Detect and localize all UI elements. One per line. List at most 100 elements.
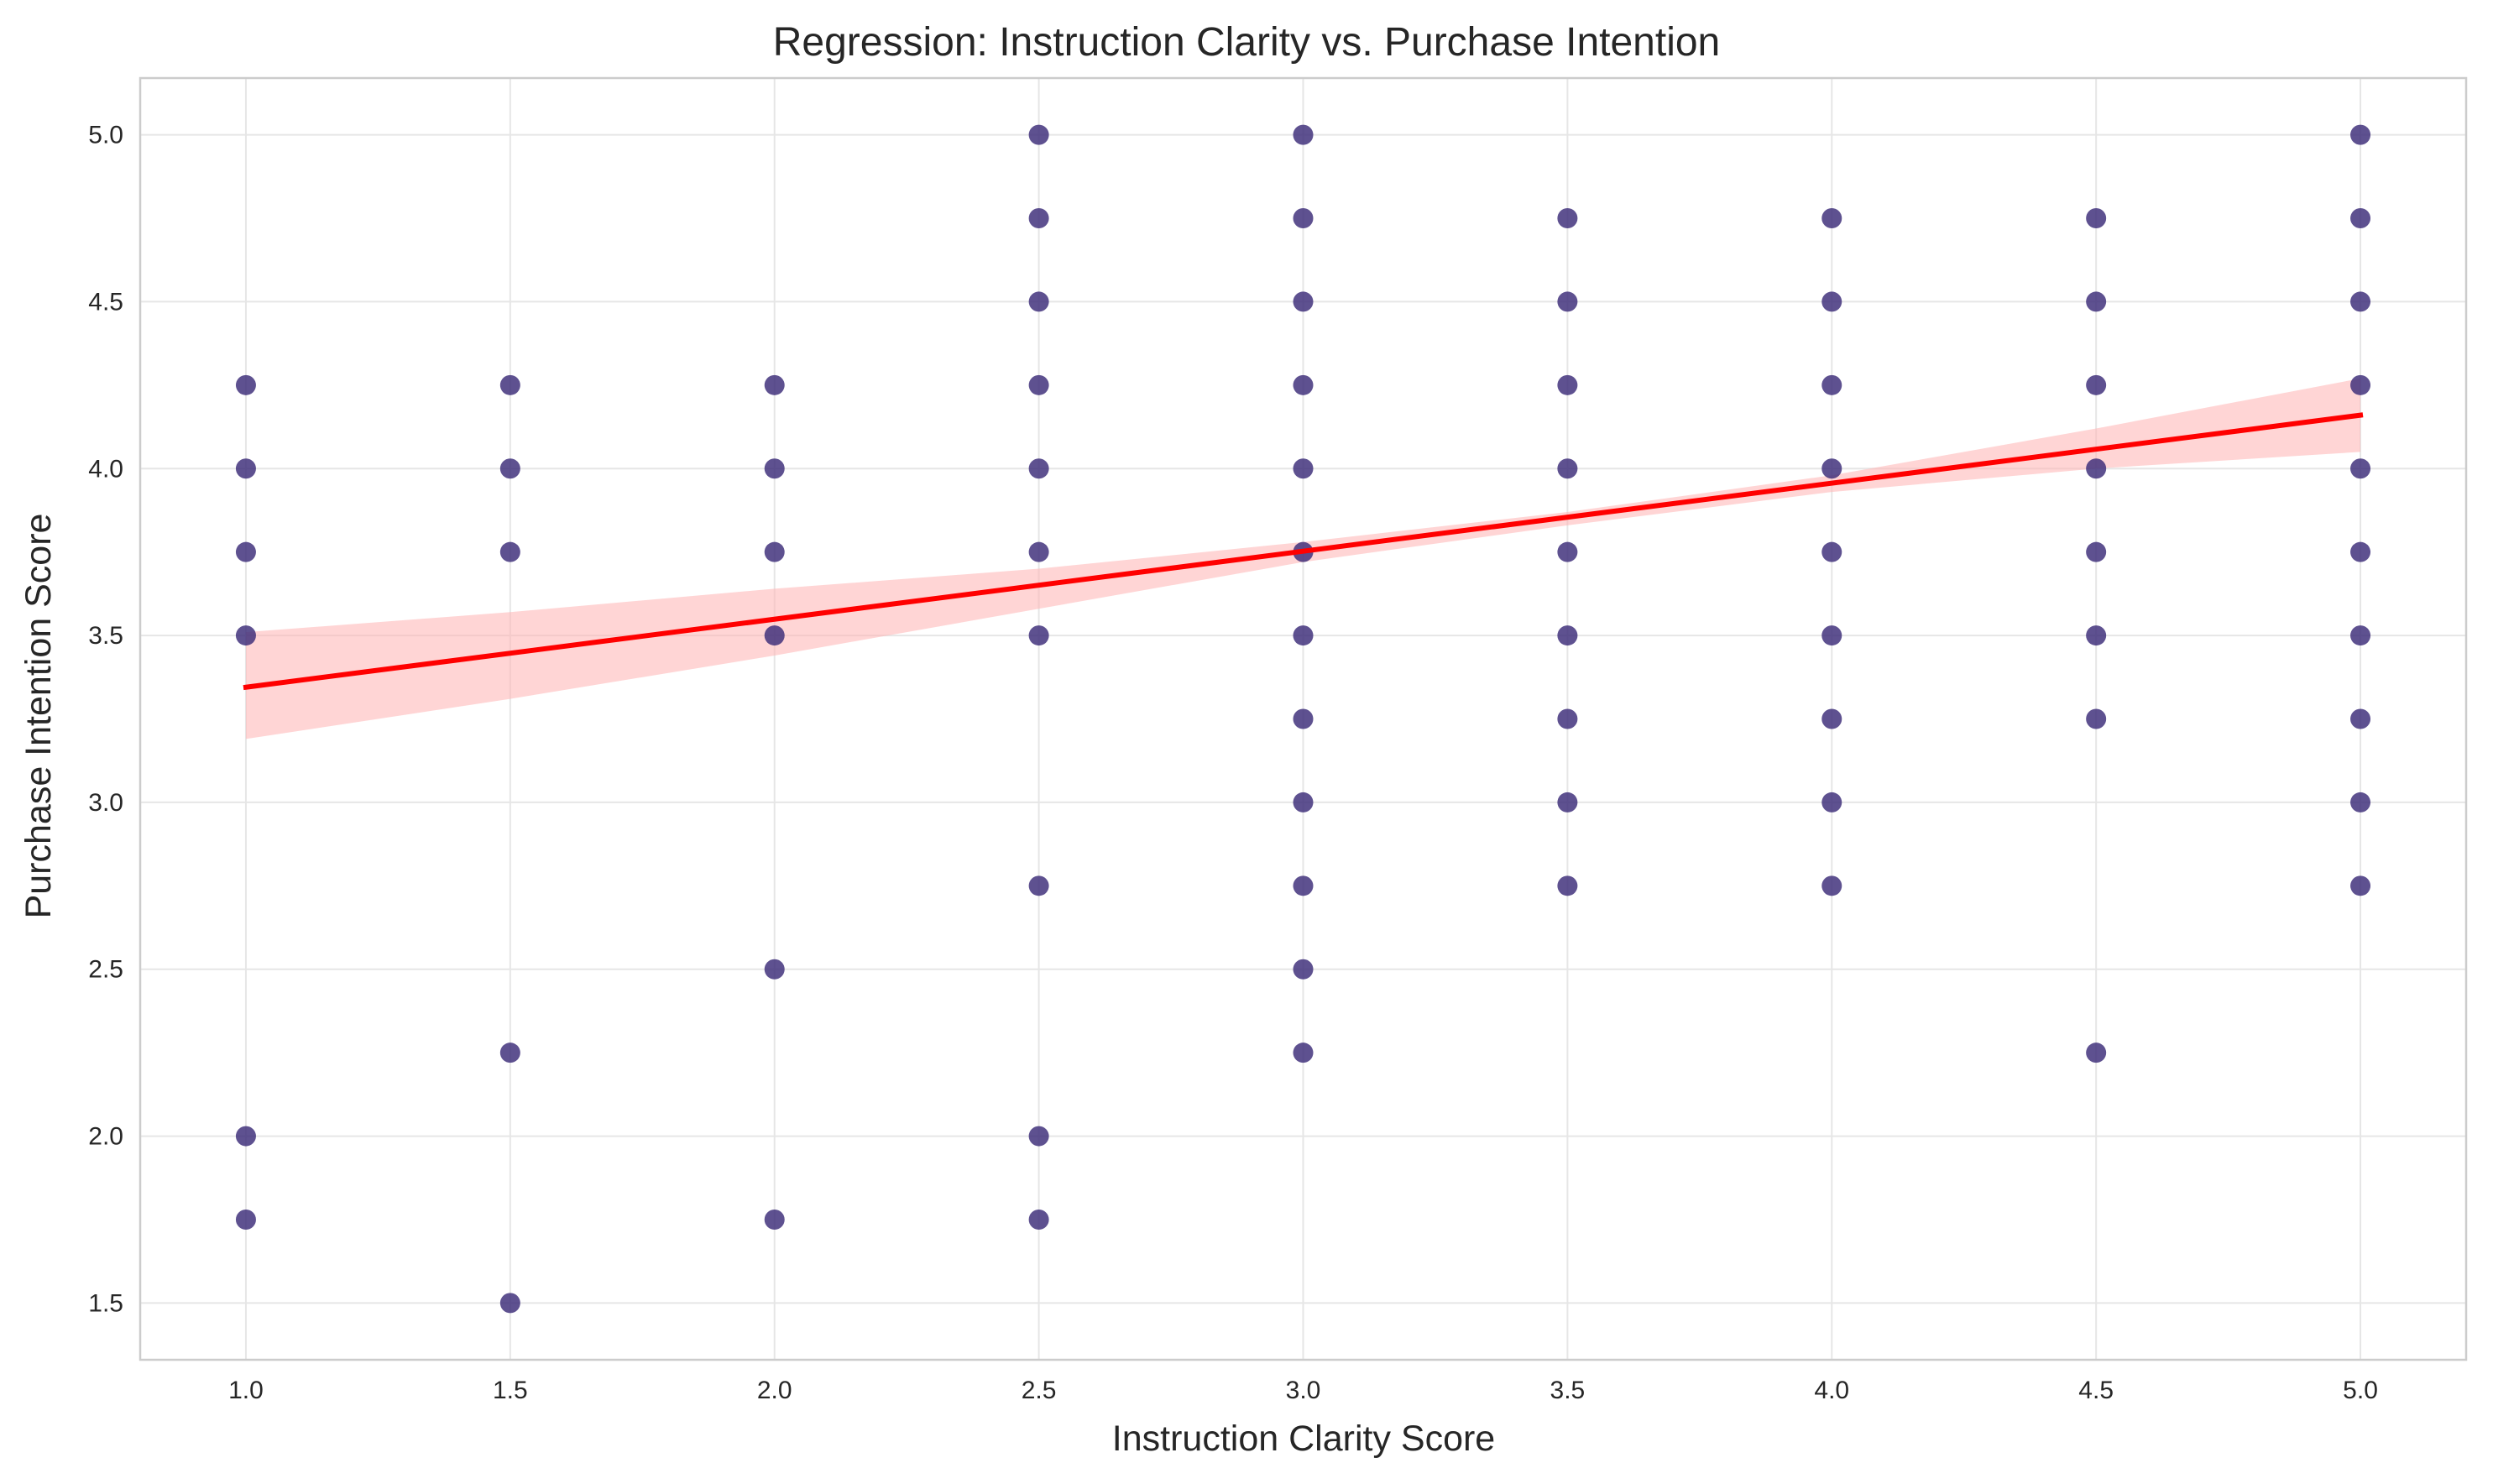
x-axis-label: Instruction Clarity Score — [1112, 1419, 1495, 1459]
data-point — [235, 541, 256, 562]
data-point — [1557, 291, 1578, 312]
data-point — [1821, 541, 1842, 562]
y-axis-ticks: 1.5 2.0 2.5 3.0 3.5 4.0 4.5 5.0 — [88, 122, 123, 1318]
y-tick-label: 5.0 — [88, 122, 123, 149]
y-tick-label: 4.5 — [88, 288, 123, 316]
data-point — [1293, 458, 1314, 479]
data-point — [1028, 1126, 1049, 1147]
data-point — [1028, 208, 1049, 229]
data-point — [1293, 124, 1314, 145]
data-point — [235, 625, 256, 646]
y-axis-label: Purchase Intention Score — [18, 514, 59, 919]
data-point — [2350, 875, 2371, 896]
y-tick-label: 3.0 — [88, 789, 123, 817]
data-point — [764, 374, 785, 395]
data-point — [1028, 541, 1049, 562]
y-tick-label: 2.5 — [88, 956, 123, 984]
regression-line-group — [243, 412, 2364, 691]
data-point — [764, 959, 785, 980]
data-point — [499, 541, 520, 562]
data-point — [499, 374, 520, 395]
chart-title: Regression: Instruction Clarity vs. Purc… — [773, 20, 1721, 65]
data-point — [1557, 374, 1578, 395]
data-point — [1293, 792, 1314, 813]
data-point — [1557, 541, 1578, 562]
data-point — [1557, 208, 1578, 229]
data-point — [1821, 374, 1842, 395]
data-point — [2350, 374, 2371, 395]
data-point — [1293, 708, 1314, 729]
data-point — [499, 1293, 520, 1314]
data-point — [764, 458, 785, 479]
data-point — [1557, 792, 1578, 813]
x-tick-label: 3.0 — [1286, 1377, 1321, 1404]
data-point — [1821, 708, 1842, 729]
x-tick-label: 4.0 — [1814, 1377, 1849, 1404]
data-point — [764, 541, 785, 562]
data-point — [1557, 458, 1578, 479]
data-point — [2350, 458, 2371, 479]
data-point — [2086, 291, 2107, 312]
data-point — [235, 1209, 256, 1230]
data-point — [2350, 625, 2371, 646]
data-point — [1028, 1209, 1049, 1230]
data-point — [2350, 792, 2371, 813]
data-point — [2350, 208, 2371, 229]
data-point — [1557, 875, 1578, 896]
data-point — [2086, 1042, 2107, 1063]
plot-area-frame — [138, 76, 2468, 1361]
data-point — [1028, 625, 1049, 646]
y-tick-label: 3.5 — [88, 622, 123, 650]
data-point — [1821, 875, 1842, 896]
data-point — [1028, 374, 1049, 395]
x-tick-label: 4.5 — [2078, 1377, 2114, 1404]
data-point — [1293, 625, 1314, 646]
data-point — [1821, 625, 1842, 646]
data-point — [499, 458, 520, 479]
data-point — [764, 625, 785, 646]
data-point — [1557, 708, 1578, 729]
data-point — [2086, 708, 2107, 729]
data-point — [2350, 124, 2371, 145]
data-point — [1028, 291, 1049, 312]
y-tick-label: 4.0 — [88, 455, 123, 483]
data-point — [1293, 374, 1314, 395]
data-point — [235, 1126, 256, 1147]
x-tick-label: 2.0 — [757, 1377, 792, 1404]
data-point — [2086, 208, 2107, 229]
data-point — [2086, 458, 2107, 479]
data-point — [1821, 291, 1842, 312]
y-tick-label: 2.0 — [88, 1123, 123, 1151]
x-tick-label: 3.5 — [1550, 1377, 1586, 1404]
regression-line — [243, 412, 2364, 691]
x-tick-label: 5.0 — [2343, 1377, 2378, 1404]
data-point — [1028, 124, 1049, 145]
data-point — [2086, 374, 2107, 395]
data-point — [1293, 959, 1314, 980]
x-axis-ticks: 1.0 1.5 2.0 2.5 3.0 3.5 4.0 4.5 5.0 — [228, 1377, 2378, 1404]
x-tick-label: 1.5 — [493, 1377, 528, 1404]
data-point — [764, 1209, 785, 1230]
data-point — [2350, 291, 2371, 312]
y-tick-label: 1.5 — [88, 1289, 123, 1317]
data-point — [2086, 541, 2107, 562]
data-point — [2350, 708, 2371, 729]
data-point — [1293, 208, 1314, 229]
data-point — [2350, 541, 2371, 562]
data-point — [1557, 625, 1578, 646]
data-point — [235, 374, 256, 395]
data-point — [1821, 792, 1842, 813]
data-point — [1028, 875, 1049, 896]
data-point — [1821, 458, 1842, 479]
x-tick-label: 2.5 — [1022, 1377, 1057, 1404]
data-point — [1293, 1042, 1314, 1063]
data-point — [1028, 458, 1049, 479]
data-point — [1293, 291, 1314, 312]
data-point — [235, 458, 256, 479]
data-point — [1821, 208, 1842, 229]
x-tick-label: 1.0 — [228, 1377, 264, 1404]
scatter-points — [235, 124, 2371, 1314]
data-point — [499, 1042, 520, 1063]
